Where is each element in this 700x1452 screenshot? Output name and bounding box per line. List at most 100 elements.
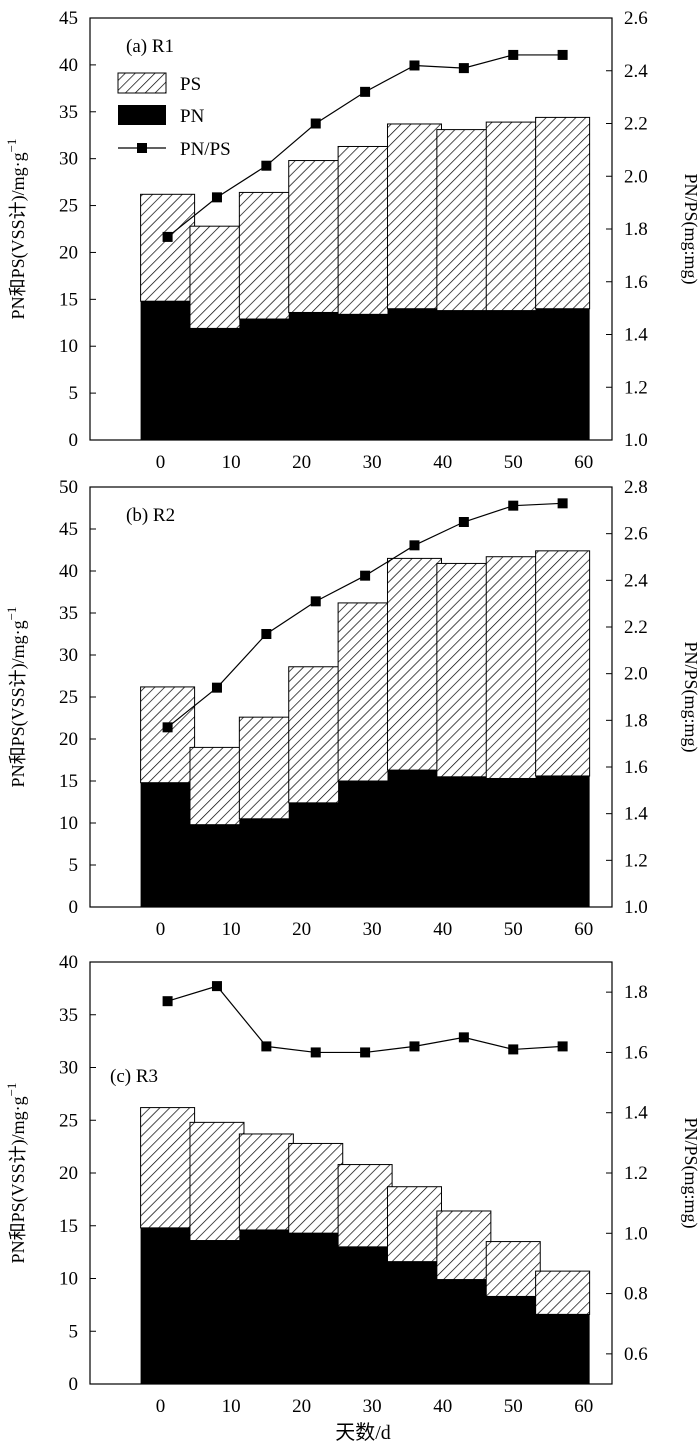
pnps-marker (261, 160, 272, 171)
ps-bar (288, 160, 344, 313)
x-tick-label: 10 (222, 452, 241, 473)
y2-tick-label: 1.6 (624, 1042, 648, 1063)
pnps-marker (261, 629, 272, 639)
y2-tick-label: 1.2 (624, 850, 648, 871)
pnps-marker (310, 1047, 321, 1058)
y2-tick-label: 0.6 (624, 1344, 648, 1365)
y2-tick-label: 1.2 (624, 1163, 648, 1184)
x-tick-label: 60 (574, 452, 593, 473)
x-tick-label: 30 (363, 452, 382, 473)
chart-panel-1: 0 5 10 15 20 25 30 35 40 45 1.0 1.2 1.4 1.6 1.8 2.0 2.2 2… (4, 8, 700, 473)
pnps-marker (458, 517, 469, 527)
x-tick-label: 50 (504, 452, 523, 473)
y-tick-label: 20 (59, 242, 78, 263)
pnps-marker (508, 1044, 519, 1055)
legend-pn-swatch (118, 105, 166, 125)
pn-bar (436, 776, 491, 907)
ps-bar (140, 193, 196, 302)
ps-bar (238, 716, 294, 820)
pn-bar (535, 308, 590, 440)
y2-tick-label: 1.2 (624, 377, 648, 398)
pn-bar (288, 802, 343, 907)
y-tick-label: 40 (59, 561, 78, 582)
y2-tick-label: 1.4 (624, 1103, 648, 1124)
pn-bar (338, 781, 393, 907)
ps-bar (288, 1142, 344, 1234)
y2-tick-label: 2.2 (624, 617, 648, 638)
pn-bar (288, 312, 343, 440)
y-tick-label: 50 (59, 477, 78, 498)
y-tick-label: 0 (69, 430, 79, 451)
y-tick-label: 45 (59, 519, 78, 540)
pn-bar (288, 1233, 343, 1384)
pnps-marker (557, 49, 568, 60)
pnps-marker (458, 1032, 469, 1043)
chart-panel-3: 0 5 10 15 20 25 30 35 40 0.6 0.8 1.0 1.2 1.4 1.6 1.8 0 10… (4, 952, 700, 1417)
pnps-line (167, 985, 563, 1054)
pnps-marker (211, 981, 222, 992)
panel-label: (b) R2 (126, 505, 175, 526)
pn-bar (239, 1229, 294, 1384)
legend-ps-label: PS (180, 74, 201, 95)
y-tick-label: 5 (69, 383, 79, 404)
y-tick-label: 30 (59, 645, 78, 666)
y-tick-label: 10 (59, 1269, 78, 1290)
y2-tick-label: 1.6 (624, 272, 648, 293)
ps-bar (386, 1186, 442, 1263)
pn-bar (387, 308, 442, 440)
x-tick-label: 20 (292, 1396, 311, 1417)
pn-bar (189, 328, 244, 440)
x-tick-label: 0 (156, 1396, 166, 1417)
x-tick-label: 30 (363, 1396, 382, 1417)
ps-bar (189, 746, 245, 826)
pn-bar (338, 314, 393, 440)
y-axis-title: PN和PS(VSS计)/mg·g−1 (4, 607, 29, 788)
y-tick-label: 30 (59, 149, 78, 170)
chart-panel-2: 0 5 10 15 20 25 30 35 40 45 50 1.0 1.2 1.4 1.6 1.8 2.0 2.… (4, 477, 700, 940)
y2-axis-title: PN/PS(mg:mg) (680, 641, 700, 752)
x-tick-label: 60 (574, 1396, 593, 1417)
x-tick-label: 10 (222, 919, 241, 940)
x-tick-label: 40 (433, 919, 452, 940)
y2-tick-label: 2.2 (624, 114, 648, 135)
ps-bar (436, 562, 492, 778)
ps-bar (238, 1133, 294, 1231)
pn-bar (387, 1261, 442, 1384)
y-tick-label: 40 (59, 952, 78, 973)
x-tick-label: 20 (292, 919, 311, 940)
pnps-marker (211, 192, 222, 203)
ps-bar (485, 121, 541, 312)
pnps-marker (409, 60, 420, 71)
y2-tick-label: 1.4 (624, 804, 648, 825)
y2-tick-label: 2.4 (624, 570, 648, 591)
y2-tick-label: 2.6 (624, 8, 648, 29)
ps-bar (337, 145, 393, 315)
pn-bar (436, 310, 491, 440)
pn-bar (486, 1296, 541, 1384)
x-tick-label: 40 (433, 452, 452, 473)
legend-marker-swatch (137, 143, 147, 153)
ps-bar (140, 1107, 196, 1229)
pnps-marker (458, 63, 469, 74)
pn-bar (140, 301, 195, 440)
pn-bar (338, 1246, 393, 1384)
pnps-marker (211, 682, 222, 693)
pn-bar (535, 1314, 590, 1384)
y-tick-label: 5 (69, 1321, 79, 1342)
pnps-marker (310, 118, 321, 129)
y-tick-label: 0 (69, 897, 79, 918)
pnps-marker (360, 1047, 371, 1058)
y2-tick-label: 1.0 (624, 1223, 648, 1244)
ps-bar (337, 1164, 393, 1248)
y-tick-label: 5 (69, 855, 79, 876)
ps-bar (288, 666, 344, 804)
y2-axis-title: PN/PS(mg:mg) (680, 173, 700, 284)
y2-tick-label: 1.8 (624, 219, 648, 240)
ps-bar (485, 1241, 541, 1297)
pn-bar (436, 1279, 491, 1384)
y2-axis-title: PN/PS(mg:mg) (680, 1117, 700, 1228)
y2-tick-label: 2.0 (624, 166, 648, 187)
ps-bar (436, 1210, 492, 1281)
pnps-marker (162, 722, 173, 733)
pn-bar (486, 310, 541, 440)
